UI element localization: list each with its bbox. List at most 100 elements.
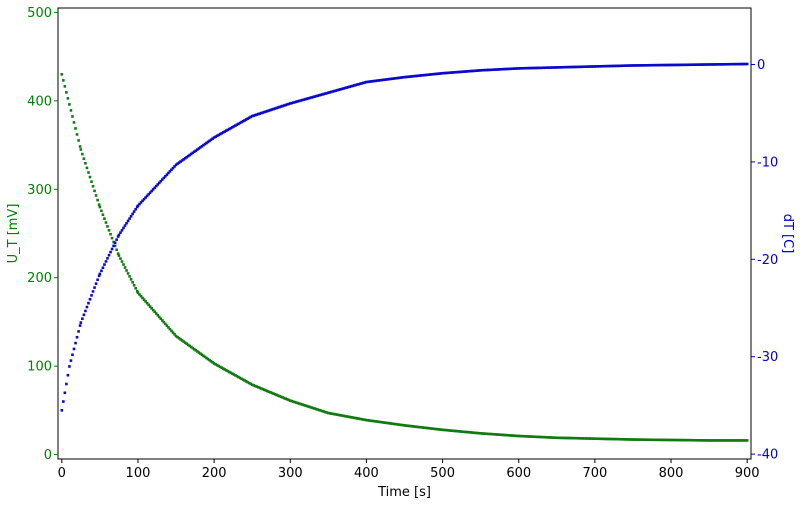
data-point bbox=[154, 184, 158, 188]
data-point bbox=[656, 63, 659, 67]
data-point bbox=[240, 377, 243, 381]
data-point bbox=[374, 420, 377, 423]
data-point bbox=[464, 430, 467, 434]
data-point bbox=[741, 62, 744, 66]
data-point bbox=[203, 142, 207, 146]
data-point bbox=[601, 64, 604, 68]
data-point bbox=[334, 89, 338, 92]
data-point bbox=[266, 109, 269, 113]
data-point bbox=[153, 186, 157, 190]
data-point bbox=[511, 434, 514, 437]
data-point bbox=[223, 368, 227, 371]
data-point bbox=[582, 437, 586, 440]
data-point bbox=[311, 406, 315, 410]
data-point bbox=[330, 90, 333, 94]
data-point bbox=[547, 436, 551, 439]
data-point bbox=[602, 64, 606, 68]
data-point bbox=[453, 71, 457, 74]
data-point bbox=[365, 418, 368, 422]
data-point bbox=[273, 392, 277, 396]
data-point bbox=[189, 152, 193, 156]
data-point bbox=[119, 231, 122, 234]
data-point bbox=[419, 426, 423, 429]
data-point bbox=[444, 71, 447, 75]
data-point bbox=[549, 436, 553, 439]
data-point bbox=[688, 438, 691, 442]
data-point bbox=[264, 389, 268, 392]
data-point bbox=[585, 437, 589, 440]
y-left-tick-label: 200 bbox=[27, 271, 52, 286]
data-point bbox=[357, 417, 361, 420]
data-point bbox=[228, 127, 231, 131]
data-point bbox=[727, 439, 731, 442]
data-point bbox=[97, 274, 101, 278]
data-point bbox=[100, 269, 103, 273]
data-point bbox=[211, 361, 214, 364]
data-point bbox=[352, 416, 356, 420]
data-point bbox=[566, 65, 569, 69]
data-point bbox=[392, 77, 396, 80]
data-point bbox=[511, 67, 514, 71]
data-point bbox=[225, 368, 228, 372]
data-point bbox=[430, 427, 434, 430]
data-point bbox=[589, 437, 592, 440]
data-point bbox=[298, 99, 301, 103]
data-point bbox=[287, 398, 291, 402]
data-point bbox=[543, 66, 546, 70]
data-point bbox=[91, 184, 95, 188]
data-point bbox=[675, 438, 679, 442]
data-point bbox=[520, 434, 524, 438]
data-point bbox=[531, 435, 534, 438]
data-point bbox=[537, 435, 540, 439]
data-point bbox=[371, 419, 374, 423]
data-point bbox=[77, 139, 80, 142]
data-point bbox=[232, 373, 236, 376]
y-left-tick-label: 0 bbox=[44, 448, 52, 463]
data-point bbox=[85, 166, 89, 170]
data-point bbox=[732, 62, 735, 66]
y-left-tick-label: 500 bbox=[27, 6, 52, 21]
data-point bbox=[480, 68, 484, 72]
data-point bbox=[122, 263, 125, 266]
data-point bbox=[576, 436, 580, 440]
data-point bbox=[413, 74, 417, 78]
data-point bbox=[244, 380, 248, 383]
data-point bbox=[421, 426, 425, 429]
data-point bbox=[735, 62, 738, 66]
data-point bbox=[692, 63, 696, 66]
data-point bbox=[145, 301, 149, 305]
data-point bbox=[346, 415, 350, 418]
data-point bbox=[296, 100, 300, 103]
data-point bbox=[555, 66, 559, 69]
data-point bbox=[628, 438, 632, 441]
data-point bbox=[652, 63, 656, 67]
data-point bbox=[72, 121, 76, 124]
data-point bbox=[561, 436, 565, 440]
data-point bbox=[453, 429, 457, 433]
data-point bbox=[694, 63, 697, 66]
data-point bbox=[261, 111, 265, 114]
data-point bbox=[336, 88, 339, 92]
data-point bbox=[575, 65, 578, 69]
data-point bbox=[287, 102, 291, 106]
data-point bbox=[193, 150, 196, 154]
data-point bbox=[241, 119, 245, 123]
data-point bbox=[730, 439, 734, 442]
data-point bbox=[569, 65, 572, 69]
data-point bbox=[482, 432, 485, 435]
data-point bbox=[436, 72, 440, 76]
data-point bbox=[569, 436, 572, 440]
data-point bbox=[473, 431, 476, 435]
data-point bbox=[709, 439, 712, 442]
data-point bbox=[197, 147, 201, 150]
data-point bbox=[264, 110, 268, 113]
data-point bbox=[225, 129, 228, 132]
data-point bbox=[313, 407, 316, 410]
data-point bbox=[88, 297, 92, 301]
data-point bbox=[134, 286, 137, 290]
data-point bbox=[397, 423, 400, 426]
data-point bbox=[221, 131, 225, 134]
data-point bbox=[138, 202, 141, 206]
data-point bbox=[339, 413, 342, 417]
data-point bbox=[375, 79, 379, 82]
